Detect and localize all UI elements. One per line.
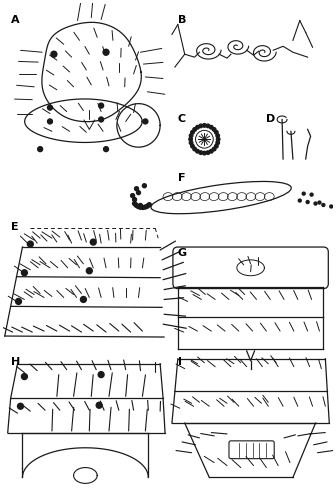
Circle shape — [143, 119, 148, 124]
Text: F: F — [178, 173, 185, 183]
Circle shape — [22, 270, 27, 276]
Circle shape — [133, 198, 136, 202]
Circle shape — [212, 148, 216, 151]
Circle shape — [133, 202, 136, 205]
Circle shape — [191, 130, 194, 134]
Circle shape — [191, 144, 194, 148]
Circle shape — [15, 298, 22, 304]
Text: E: E — [11, 222, 18, 232]
Circle shape — [189, 141, 193, 144]
Circle shape — [216, 134, 219, 138]
Circle shape — [147, 202, 151, 206]
Circle shape — [86, 268, 92, 274]
Text: B: B — [178, 14, 186, 24]
Circle shape — [206, 124, 210, 128]
Circle shape — [298, 199, 301, 202]
Circle shape — [212, 128, 216, 131]
Circle shape — [330, 205, 333, 208]
Circle shape — [196, 126, 199, 129]
Circle shape — [138, 206, 142, 210]
Circle shape — [134, 204, 138, 207]
Text: H: H — [11, 357, 20, 367]
Circle shape — [90, 239, 96, 245]
Circle shape — [210, 150, 213, 153]
Circle shape — [51, 51, 57, 57]
Text: D: D — [266, 114, 276, 124]
Circle shape — [141, 206, 145, 210]
Circle shape — [203, 124, 206, 127]
Circle shape — [199, 151, 203, 154]
Circle shape — [136, 190, 140, 194]
Circle shape — [318, 201, 321, 204]
Text: A: A — [11, 14, 19, 24]
Circle shape — [99, 103, 103, 108]
Circle shape — [302, 192, 305, 195]
Circle shape — [142, 184, 146, 188]
Circle shape — [314, 202, 317, 205]
Circle shape — [134, 186, 138, 190]
Circle shape — [27, 241, 33, 247]
Circle shape — [131, 194, 134, 198]
Circle shape — [189, 138, 193, 141]
Text: I: I — [178, 357, 182, 367]
Circle shape — [136, 204, 140, 208]
Circle shape — [216, 138, 220, 141]
Circle shape — [47, 119, 52, 124]
Circle shape — [80, 296, 86, 302]
Circle shape — [306, 200, 309, 203]
Circle shape — [322, 204, 325, 206]
Circle shape — [193, 148, 197, 151]
Circle shape — [22, 374, 27, 380]
Circle shape — [145, 204, 149, 208]
Circle shape — [215, 130, 218, 134]
Circle shape — [103, 50, 109, 55]
Circle shape — [138, 204, 142, 208]
Circle shape — [103, 146, 109, 152]
Circle shape — [215, 144, 218, 148]
Circle shape — [193, 128, 197, 131]
Circle shape — [98, 372, 104, 378]
Circle shape — [38, 146, 43, 152]
Circle shape — [189, 134, 193, 138]
Circle shape — [99, 117, 103, 122]
Circle shape — [206, 151, 210, 154]
Circle shape — [17, 404, 24, 409]
Text: C: C — [178, 114, 186, 124]
Circle shape — [216, 141, 219, 144]
Circle shape — [210, 126, 213, 129]
Circle shape — [143, 205, 147, 209]
Circle shape — [96, 402, 102, 408]
Text: G: G — [178, 248, 187, 258]
Circle shape — [47, 105, 52, 110]
Circle shape — [196, 150, 199, 153]
Circle shape — [199, 124, 203, 128]
Circle shape — [203, 152, 206, 155]
Circle shape — [310, 193, 313, 196]
